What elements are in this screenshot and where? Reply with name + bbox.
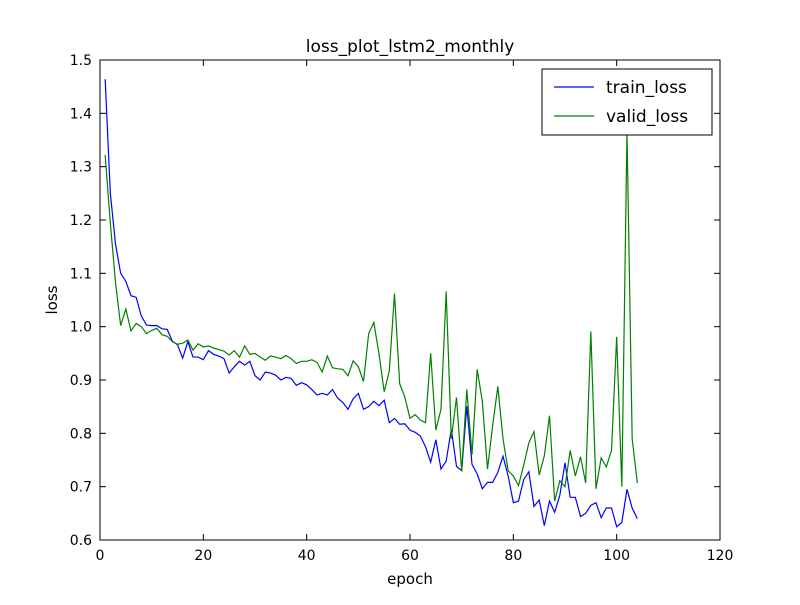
x-tick-label: 20 (194, 548, 212, 564)
x-tick-label: 100 (603, 548, 630, 564)
legend-label-valid-loss: valid_loss (606, 107, 688, 127)
chart-title: loss_plot_lstm2_monthly (306, 37, 515, 57)
y-axis-label: loss (43, 285, 61, 314)
y-tick-label: 0.6 (70, 533, 92, 549)
ticks-layer: 0 20 40 60 80 100 120 0.6 0.7 0.8 0.9 1.0 1.1 1.2 1.3 1… (70, 53, 734, 564)
x-tick-label: 60 (401, 548, 419, 564)
legend-box (541, 68, 713, 136)
y-tick-label: 0.8 (70, 426, 92, 442)
y-tick-label: 1.0 (70, 320, 92, 336)
x-tick-label: 80 (504, 548, 522, 564)
y-tick-label: 1.4 (70, 106, 92, 122)
series-line-valid-loss (104, 131, 638, 502)
series-line-train-loss (104, 79, 638, 528)
plot-frame (99, 59, 721, 541)
y-tick-label: 0.7 (70, 480, 92, 496)
series-layer (104, 79, 638, 528)
legend-label-train-loss: train_loss (606, 78, 687, 98)
x-tick-label: 120 (707, 548, 734, 564)
x-tick-label: 40 (298, 548, 316, 564)
y-tick-label: 0.9 (70, 373, 92, 389)
x-tick-label: 0 (96, 548, 105, 564)
y-tick-label: 1.3 (70, 160, 92, 176)
y-tick-label: 1.5 (70, 53, 92, 69)
y-tick-label: 1.1 (70, 266, 92, 282)
y-tick-label: 1.2 (70, 213, 92, 229)
x-axis-label: epoch (387, 570, 433, 588)
legend: train_loss valid_loss (541, 68, 713, 136)
